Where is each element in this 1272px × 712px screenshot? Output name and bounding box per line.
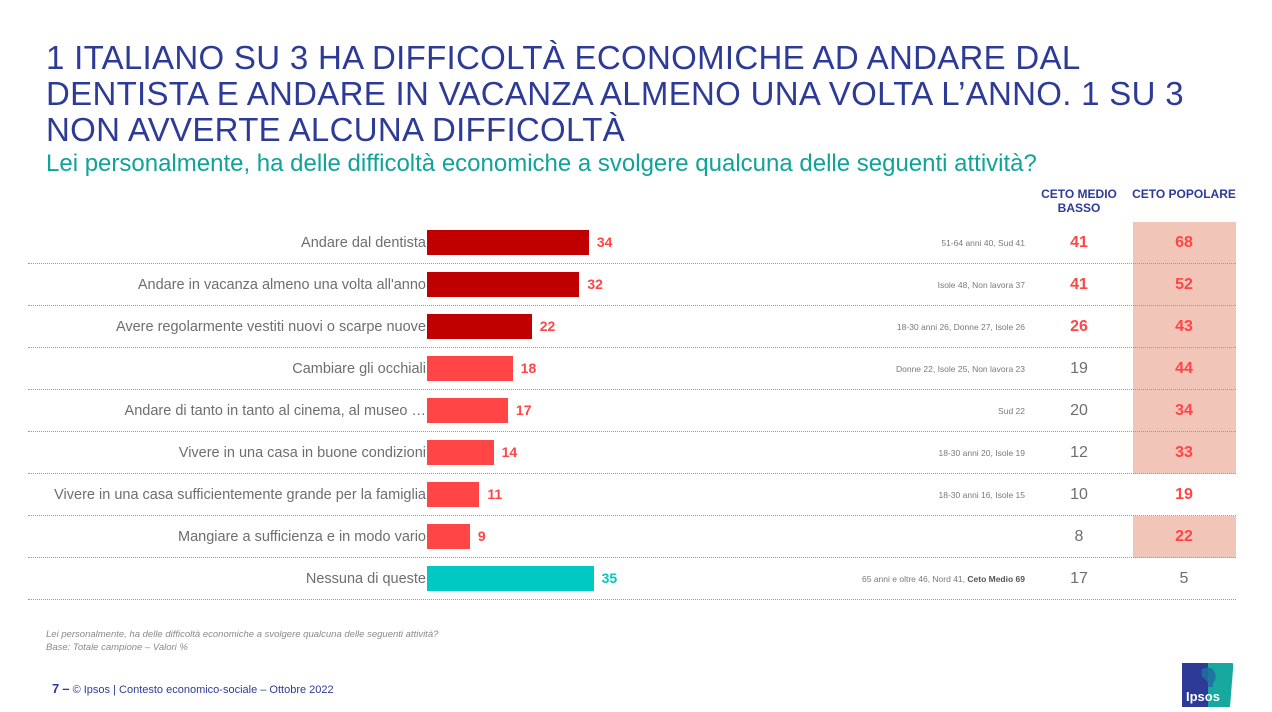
ceto-medio-basso-value: 17 [1070,570,1088,587]
segment-note-text: Isole 48, Non lavora 37 [937,280,1025,290]
ceto-popolare-value: 19 [1175,486,1193,503]
category-label: Avere regolarmente vestiti nuovi o scarp… [115,319,426,335]
chart-row: Nessuna di queste 35 65 anni e oltre 46, N… [28,558,1236,600]
bar-value-label: 32 [587,276,603,292]
bar-value-label: 14 [501,444,518,460]
segment-note-text: 51-64 anni 40, Sud 41 [941,238,1025,248]
bar [427,314,532,339]
segment-note: Donne 22, Isole 25, Non lavora 23 [896,348,1025,390]
ceto-popolare-value: 5 [1179,570,1189,587]
row-separator [28,599,1236,600]
bar [427,272,580,297]
bar-value-label: 11 [487,486,503,502]
column-header-ceto-popolare: CETO POPOLARE [1132,187,1236,201]
row-separator [28,557,1236,558]
chart-row: Andare di tanto in tanto al cinema, al m… [28,390,1236,432]
category-label: Vivere in una casa sufficientemente gran… [54,487,426,503]
segment-note: 18-30 anni 20, Isole 19 [939,432,1025,474]
bar [427,398,508,423]
segment-note-text: 18-30 anni 20, Isole 19 [938,448,1025,458]
chart-row: Avere regolarmente vestiti nuovi o scarp… [28,306,1236,348]
segment-note-text: 18-30 anni 26, Donne 27, Isole 26 [896,322,1025,332]
row-separator [28,347,1236,348]
ceto-medio-basso-value: 12 [1070,444,1088,461]
segment-note: Sud 22 [998,390,1025,432]
footnote-question: Lei personalmente, ha delle difficoltà e… [46,629,439,640]
ceto-popolare-value: 44 [1175,360,1193,377]
row-separator [28,431,1236,432]
footer: 7 – © Ipsos | Contesto economico-sociale… [52,681,334,696]
chart-row: Cambiare gli occhiali 18 Donne 22, Isole 2… [28,348,1236,390]
ceto-medio-basso-value: 8 [1074,528,1084,545]
segment-note-text: 18-30 anni 16, Isole 15 [938,490,1025,500]
bar [427,524,470,549]
chart-row: Vivere in una casa sufficientemente gran… [28,474,1236,516]
bar-value-label: 9 [477,528,486,544]
bar-value-label: 34 [596,234,613,250]
bar [427,440,494,465]
category-label: Andare dal dentista [301,235,426,251]
bar-value-label: 18 [520,360,537,376]
ceto-popolare-value: 22 [1175,528,1193,545]
page-title: 1 ITALIANO SU 3 HA DIFFICOLTÀ ECONOMICHE… [46,39,1184,148]
page-dash: – [62,681,70,696]
ceto-medio-basso-value: 19 [1070,360,1088,377]
bar [427,356,513,381]
bar [427,230,589,255]
category-label: Cambiare gli occhiali [292,361,426,377]
segment-note-text: Sud 22 [998,406,1025,416]
chart-row: Vivere in una casa in buone condizioni 14… [28,432,1236,474]
segment-note: 65 anni e oltre 46, Nord 41, Ceto Medio … [862,558,1025,600]
segment-note-text: Donne 22, Isole 25, Non lavora 23 [895,364,1025,374]
chart-row: Andare in vacanza almeno una volta all'a… [28,264,1236,306]
page-subtitle: Lei personalmente, ha delle difficoltà e… [46,150,1037,177]
footer-text: © Ipsos | Contesto economico-sociale – O… [72,684,334,696]
ipsos-logo: Ipsos [1182,663,1234,707]
page-number: 7 [52,681,60,696]
bar [427,566,594,591]
ceto-medio-basso-value: 26 [1070,318,1088,335]
segment-note-text: 65 anni e oltre 46, Nord 41, [862,574,968,584]
category-label: Andare di tanto in tanto al cinema, al m… [124,403,426,419]
row-separator [28,263,1236,264]
ceto-medio-basso-value: 10 [1070,486,1088,503]
column-header-ceto-medio-basso: CETO MEDIO BASSO [1041,187,1117,215]
ceto-popolare-value: 43 [1175,318,1193,335]
ceto-popolare-value: 34 [1175,402,1193,419]
category-label: Andare in vacanza almeno una volta all'a… [137,277,426,293]
ceto-popolare-value: 68 [1175,234,1193,251]
bar-value-label: 17 [515,402,532,418]
row-separator [28,473,1236,474]
row-separator [28,515,1236,516]
ipsos-logo-graphic: Ipsos [1182,663,1234,707]
segment-note: 18-30 anni 16, Isole 15 [939,474,1025,516]
category-label: Mangiare a sufficienza e in modo vario [178,529,426,545]
segment-note: 51-64 anni 40, Sud 41 [941,222,1025,264]
ipsos-logo-text: Ipsos [1186,689,1220,704]
chart-row: Mangiare a sufficienza e in modo vario 9 8… [28,516,1236,558]
bar-value-label: 22 [539,318,556,334]
footnote: Lei personalmente, ha delle difficoltà e… [46,628,438,654]
row-separator [28,389,1236,390]
ceto-popolare-highlight-block [1133,516,1236,558]
segment-note: 18-30 anni 26, Donne 27, Isole 26 [897,306,1025,348]
category-label: Nessuna di queste [305,571,426,587]
ceto-popolare-highlight-block [1133,222,1236,474]
row-separator [28,305,1236,306]
ceto-popolare-value: 33 [1175,444,1193,461]
ceto-popolare-value: 52 [1175,276,1193,293]
segment-note-bold: Ceto Medio 69 [967,574,1025,584]
segment-note: Isole 48, Non lavora 37 [938,264,1025,306]
footnote-base: Base: Totale campione – Valori % [46,642,188,653]
chart-row: Andare dal dentista 34 51-64 anni 40, Sud … [28,222,1236,264]
ceto-medio-basso-value: 41 [1070,234,1088,251]
category-label: Vivere in una casa in buone condizioni [178,445,426,461]
bar-value-label: 35 [601,570,618,586]
bar [427,482,480,507]
ceto-medio-basso-value: 41 [1070,276,1088,293]
ceto-medio-basso-value: 20 [1070,402,1088,419]
